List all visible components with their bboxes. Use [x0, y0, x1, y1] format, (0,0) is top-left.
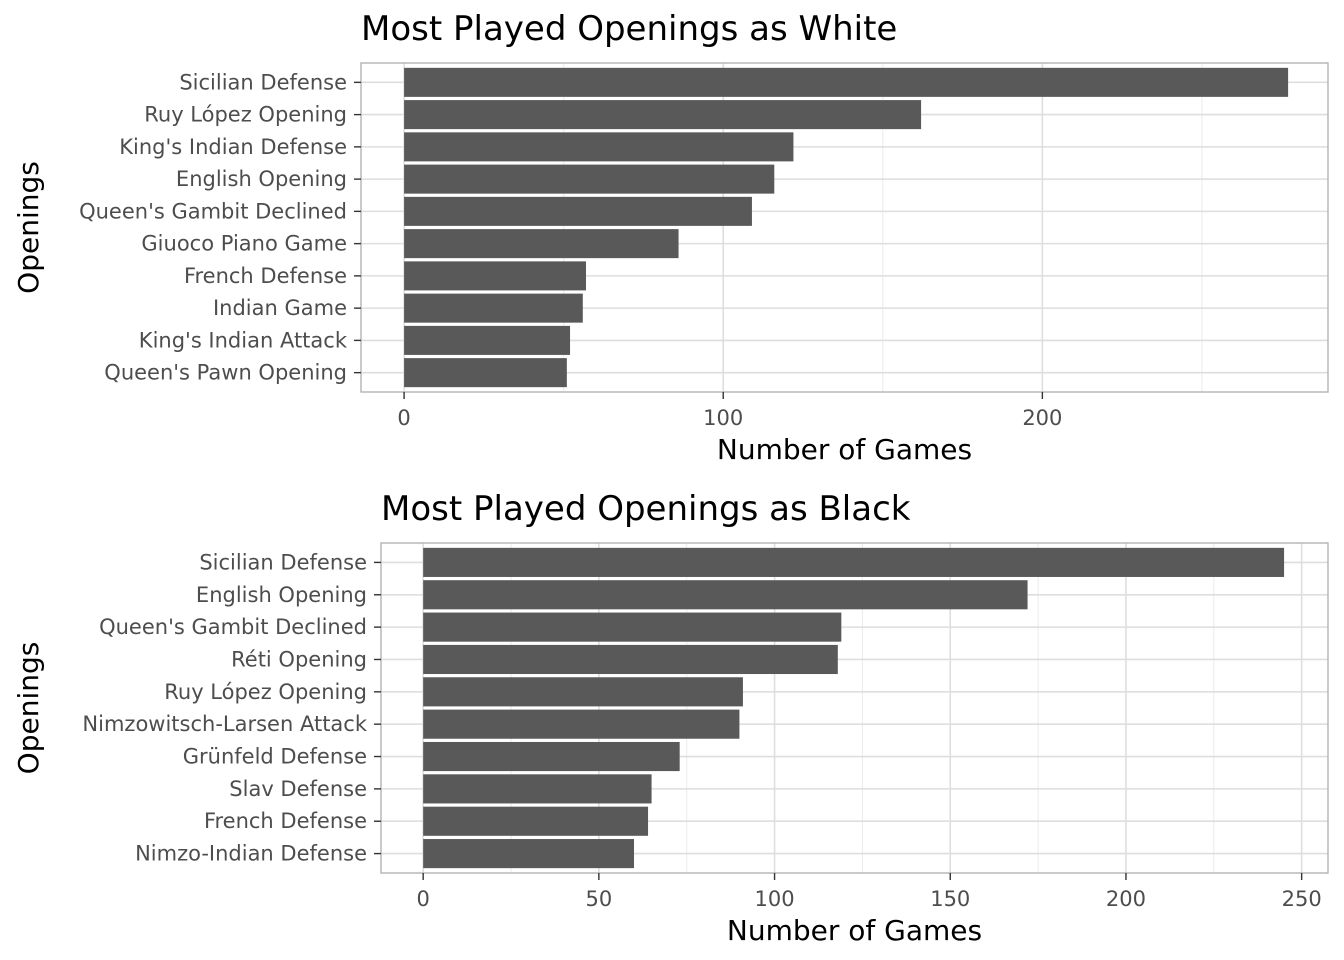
x-tick-label: 100 — [755, 887, 795, 911]
x-axis-title: Number of Games — [717, 433, 972, 466]
bar-0 — [423, 547, 1285, 577]
bar-1 — [423, 580, 1028, 610]
bar-4 — [423, 677, 743, 707]
y-tick-label: Indian Game — [213, 296, 347, 320]
y-tick-label: King's Indian Attack — [139, 328, 348, 352]
bar-3 — [404, 164, 775, 194]
black-openings-chart: Sicilian Defense English Opening Queen's G… — [0, 480, 1344, 960]
y-tick-label: Réti Opening — [231, 647, 367, 671]
y-tick-label: King's Indian Defense — [119, 135, 347, 159]
y-tick-label: Slav Defense — [229, 777, 367, 801]
x-tick-label: 150 — [930, 887, 970, 911]
x-axis-title: Number of Games — [727, 914, 982, 947]
x-tick-label: 0 — [397, 406, 410, 430]
y-tick-label: Nimzowitsch-Larsen Attack — [82, 712, 367, 736]
bar-8 — [423, 806, 649, 836]
x-tick-label: 250 — [1282, 887, 1322, 911]
y-tick-label: Grünfeld Defense — [183, 745, 367, 769]
y-tick-label: Sicilian Defense — [179, 70, 347, 94]
bar-6 — [404, 261, 586, 291]
bar-9 — [423, 839, 635, 869]
y-axis-title: Openings — [12, 642, 45, 775]
bar-0 — [404, 67, 1289, 97]
white-openings-svg: Sicilian Defense Ruy López Opening King's … — [12, 9, 1329, 466]
y-tick-label: Queen's Gambit Declined — [99, 615, 367, 639]
x-tick-label: 200 — [1022, 406, 1062, 430]
black-openings-svg: Sicilian Defense English Opening Queen's G… — [12, 489, 1329, 947]
bar-6 — [423, 741, 680, 772]
y-tick-label: Ruy López Opening — [164, 680, 367, 704]
x-tick-label: 50 — [585, 887, 612, 911]
y-tick-label: Queen's Pawn Opening — [104, 361, 347, 385]
panel-border — [360, 62, 1329, 393]
bar-1 — [404, 100, 922, 130]
bar-7 — [404, 293, 583, 323]
y-tick-label: Nimzo-Indian Defense — [135, 842, 367, 866]
x-tick-label: 0 — [416, 887, 429, 911]
chart-title: Most Played Openings as White — [361, 9, 897, 49]
bar-2 — [404, 132, 794, 162]
x-tick-label: 100 — [703, 406, 743, 430]
bar-2 — [423, 612, 842, 642]
y-tick-label: Ruy López Opening — [144, 103, 347, 127]
bar-5 — [404, 229, 679, 259]
bar-5 — [423, 709, 740, 739]
y-tick-label: French Defense — [184, 264, 347, 288]
bar-8 — [404, 325, 571, 355]
y-tick-label: English Opening — [176, 167, 347, 191]
y-tick-label: French Defense — [204, 809, 367, 833]
y-tick-label: Giuoco Piano Game — [141, 232, 347, 256]
x-tick-label: 200 — [1106, 887, 1146, 911]
y-tick-label: Queen's Gambit Declined — [79, 199, 347, 223]
bar-3 — [423, 644, 838, 675]
panel-border — [380, 542, 1329, 874]
white-openings-chart: Sicilian Defense Ruy López Opening King's … — [12, 9, 1329, 466]
bar-4 — [404, 196, 752, 226]
y-tick-label: Sicilian Defense — [199, 550, 367, 574]
y-axis-title: Openings — [12, 161, 45, 294]
bar-9 — [404, 358, 567, 388]
bar-7 — [423, 774, 652, 804]
y-tick-label: English Opening — [196, 583, 367, 607]
chart-title: Most Played Openings as Black — [381, 489, 911, 529]
